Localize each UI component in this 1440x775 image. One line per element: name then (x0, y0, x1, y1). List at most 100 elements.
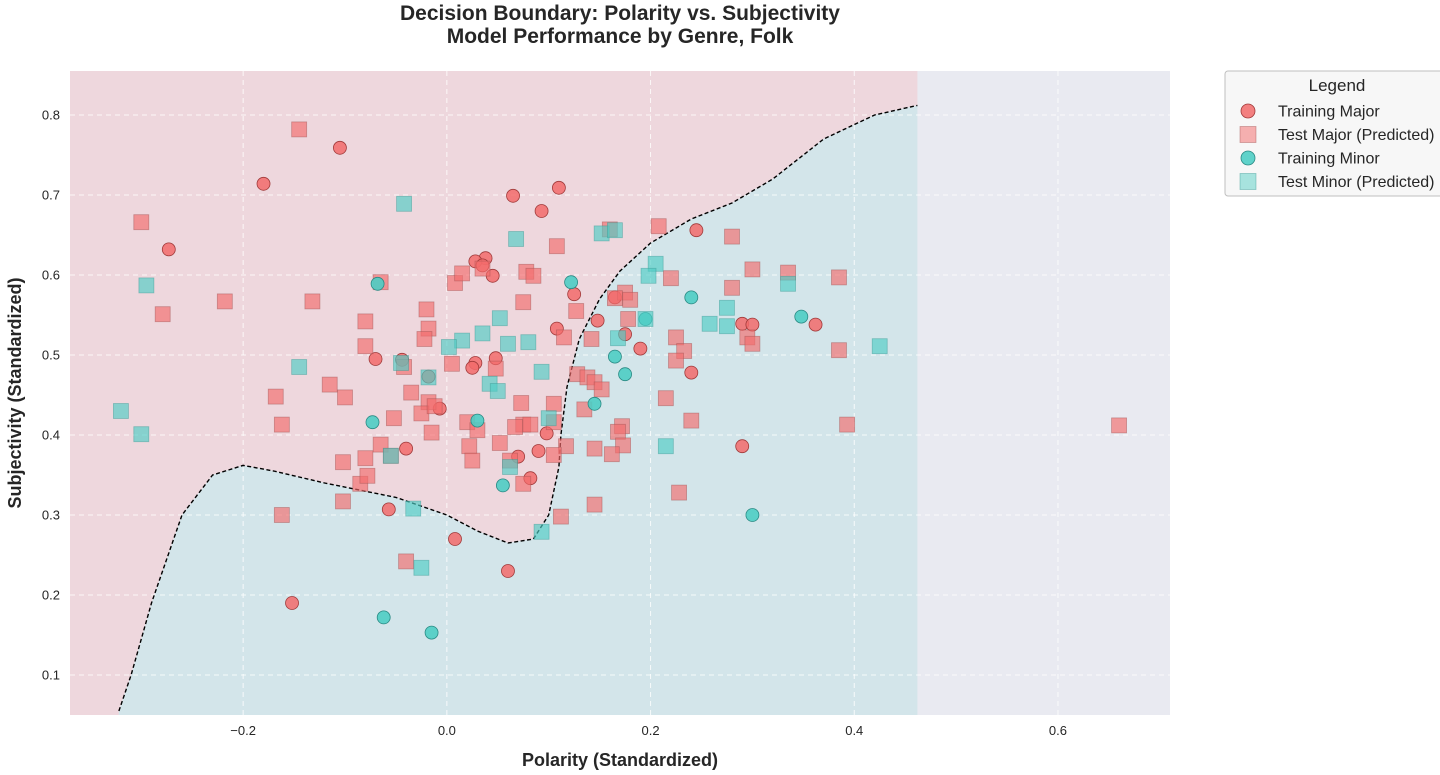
data-point (564, 275, 579, 290)
data-point (413, 559, 430, 576)
data-point (831, 342, 847, 359)
data-point (593, 225, 610, 242)
data-point (534, 204, 549, 218)
data-point (610, 330, 626, 347)
y-tick-label: 0.4 (42, 428, 60, 443)
data-point (522, 416, 539, 433)
data-point (831, 269, 847, 286)
data-point (808, 317, 823, 332)
data-point (357, 450, 374, 467)
data-point (545, 447, 562, 463)
data-point (335, 454, 351, 471)
y-tick-label: 0.1 (42, 668, 60, 683)
data-point (423, 424, 440, 441)
data-point (133, 214, 150, 231)
data-point (474, 325, 491, 342)
x-tick-label: 0.2 (642, 723, 660, 738)
data-point (487, 360, 504, 377)
data-point (531, 444, 546, 458)
data-point (368, 352, 383, 366)
y-tick-label: 0.2 (42, 588, 60, 603)
data-point (548, 238, 565, 255)
minor-region (118, 105, 918, 715)
y-tick-label: 0.8 (42, 108, 60, 123)
data-point (333, 140, 347, 155)
data-point (465, 360, 480, 375)
data-point (376, 610, 391, 625)
data-point (794, 309, 809, 324)
data-point (495, 478, 510, 493)
data-point (607, 222, 623, 239)
data-point (586, 440, 603, 457)
data-point (359, 467, 376, 484)
data-point (593, 381, 610, 398)
x-tick-labels: −0.2 0.0 0.2 0.4 0.6 (230, 723, 1067, 738)
data-point (603, 446, 620, 463)
data-point (424, 625, 439, 640)
chart-title: Decision Boundary: Polarity vs. Subjecti… (400, 2, 840, 25)
data-point (701, 315, 718, 332)
data-points (113, 121, 1127, 640)
data-point (370, 276, 385, 291)
data-point (285, 596, 299, 610)
data-point (533, 523, 550, 540)
y-axis-label: Subjectivity (Standardized) (5, 277, 25, 508)
data-point (291, 359, 308, 375)
data-point (399, 441, 414, 456)
data-point (551, 180, 566, 195)
data-point (719, 318, 735, 335)
data-point (500, 335, 516, 352)
data-point (454, 265, 471, 282)
x-tick-label: −0.2 (230, 723, 256, 738)
y-tick-labels: 0.1 0.2 0.3 0.4 0.5 0.6 0.7 0.8 (42, 108, 60, 683)
data-point (515, 294, 532, 311)
data-point (744, 335, 761, 352)
data-point (744, 261, 761, 278)
data-point (420, 369, 437, 386)
data-point (273, 507, 290, 523)
data-point (403, 384, 420, 401)
data-point (724, 279, 740, 296)
data-point (335, 493, 351, 510)
data-point (365, 415, 380, 430)
data-point (501, 564, 515, 578)
data-point (396, 195, 412, 212)
data-point (618, 367, 632, 382)
data-point (520, 334, 537, 351)
data-point (444, 355, 460, 372)
data-point (321, 376, 338, 393)
data-point (668, 329, 684, 346)
data-point (491, 310, 508, 327)
data-point (553, 508, 569, 525)
data-point (558, 438, 574, 455)
grid-lines (70, 71, 1170, 715)
data-point (668, 352, 684, 369)
y-tick-label: 0.7 (42, 188, 60, 203)
data-point (671, 484, 687, 501)
data-point (622, 291, 639, 308)
decision-boundary-line (118, 104, 918, 712)
legend: Legend Training Major Test Major (Predict… (1224, 70, 1440, 197)
data-point (508, 231, 525, 247)
data-point (357, 338, 374, 355)
y-tick-label: 0.3 (42, 508, 60, 523)
data-point (735, 439, 750, 454)
data-point (871, 338, 888, 355)
x-tick-label: 0.6 (1049, 723, 1067, 738)
data-point (256, 176, 271, 191)
data-point (556, 329, 572, 346)
data-point (382, 447, 399, 464)
data-point (633, 341, 648, 356)
data-point (533, 363, 550, 380)
y-tick-label: 0.5 (42, 348, 60, 363)
data-point (440, 339, 457, 355)
data-point (657, 438, 674, 455)
legend-label: Training Major (1278, 104, 1380, 121)
data-point (640, 267, 657, 284)
data-point (683, 412, 700, 429)
data-point (337, 389, 353, 406)
data-point (513, 395, 530, 411)
data-point (590, 313, 605, 328)
data-point (724, 228, 740, 245)
